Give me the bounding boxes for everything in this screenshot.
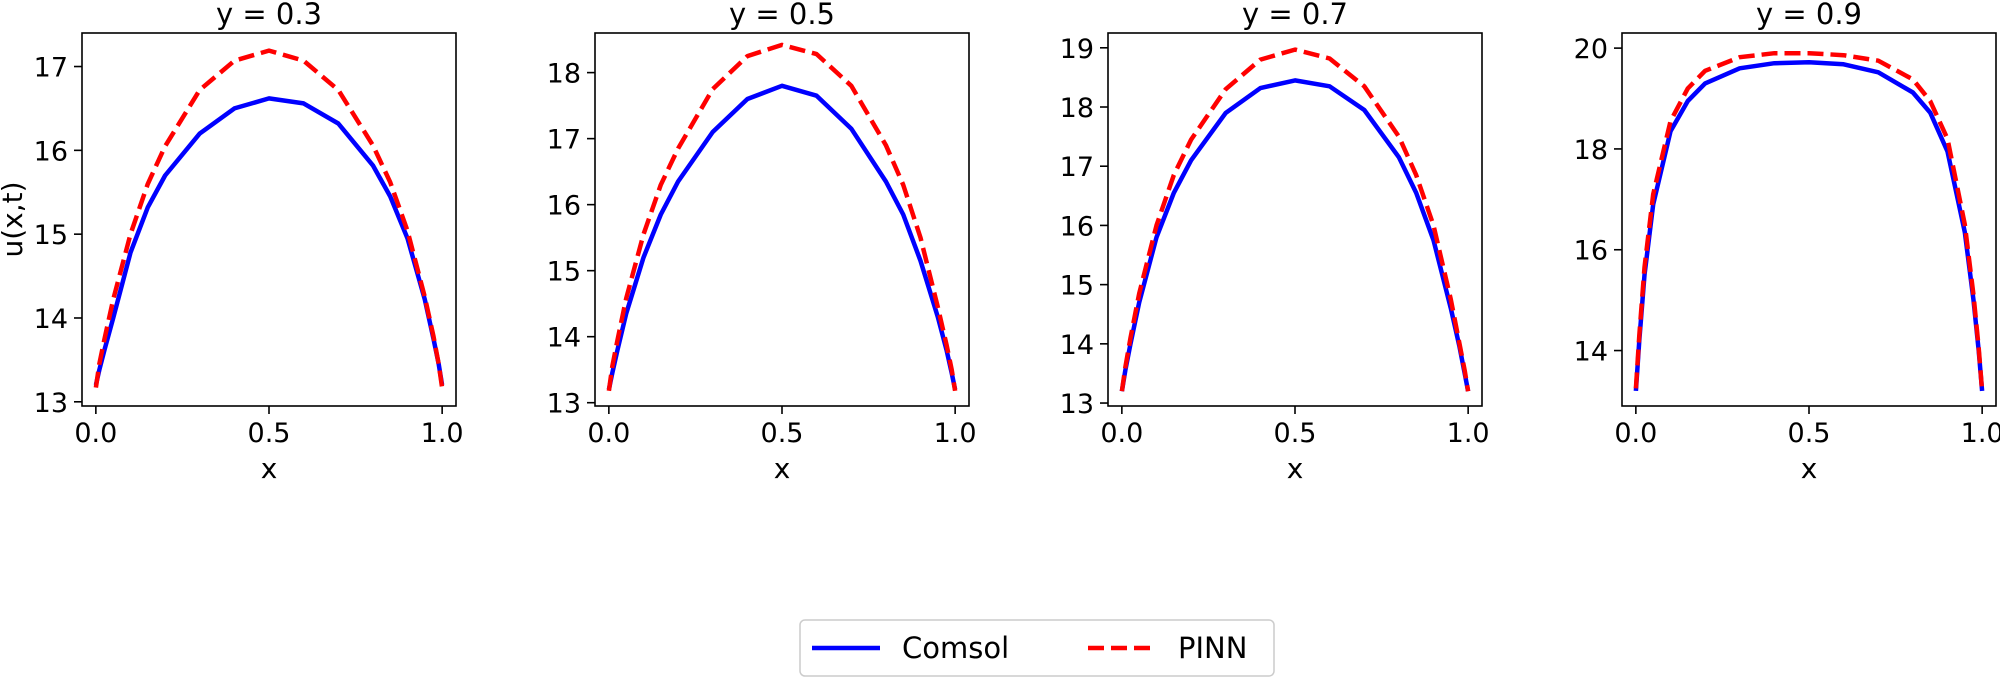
y-tick-label: 13 <box>547 389 581 420</box>
y-tick-label: 17 <box>547 125 581 156</box>
x-tick-label: 0.0 <box>1614 418 1657 449</box>
x-tick-label: 0.0 <box>74 418 117 449</box>
x-axis-label: x <box>261 452 278 485</box>
y-tick-label: 15 <box>1060 271 1094 302</box>
y-tick-label: 17 <box>34 53 68 84</box>
legend: Comsol PINN <box>799 619 1275 677</box>
y-tick-label: 14 <box>547 323 581 354</box>
x-axis-label: x <box>1287 452 1304 485</box>
legend-label-comsol: Comsol <box>902 631 1009 665</box>
series-line-pinn <box>1119 47 1471 392</box>
y-tick-label: 13 <box>1060 389 1094 420</box>
y-tick-label: 19 <box>1060 34 1094 65</box>
series-line-comsol <box>1633 59 1985 392</box>
y-tick-label: 18 <box>1574 135 1608 166</box>
y-tick-label: 14 <box>1060 330 1094 361</box>
y-tick-label: 16 <box>1574 236 1608 267</box>
subplot-title: y = 0.5 <box>729 0 835 31</box>
y-tick-label: 14 <box>1574 337 1608 368</box>
x-tick-label: 0.5 <box>1788 418 1831 449</box>
series-line-comsol <box>1119 78 1471 392</box>
y-tick-label: 16 <box>1060 211 1094 242</box>
y-tick-label: 15 <box>547 257 581 288</box>
axes-frame <box>1621 32 1997 407</box>
x-tick-label: 0.0 <box>587 418 630 449</box>
series-line-comsol <box>93 96 445 386</box>
legend-frame <box>799 619 1275 677</box>
series-line-pinn <box>93 48 445 388</box>
legend-label-pinn: PINN <box>1178 631 1247 665</box>
y-tick-label: 15 <box>34 220 68 251</box>
x-tick-label: 1.0 <box>1447 418 1490 449</box>
y-tick-label: 16 <box>547 191 581 222</box>
series-line-pinn <box>606 42 958 392</box>
y-tick-label: 18 <box>547 59 581 90</box>
y-tick-label: 18 <box>1060 93 1094 124</box>
subplot-panels: 0.0 0.5 1.0 13 14 15 16 17 y = 0.3 x u(x,t) 0.0 0.5 1… <box>0 0 2000 485</box>
subplot-1: 0.0 0.5 1.0 13 14 15 16 17 y = 0.3 x u(x,t) <box>0 0 464 485</box>
x-tick-label: 0.5 <box>1274 418 1317 449</box>
y-tick-label: 16 <box>34 136 68 167</box>
y-tick-label: 14 <box>34 304 68 335</box>
subplot-title: y = 0.7 <box>1242 0 1348 31</box>
subplot-title: y = 0.3 <box>216 0 322 31</box>
x-tick-label: 1.0 <box>421 418 464 449</box>
y-tick-label: 13 <box>34 388 68 419</box>
subplot-title: y = 0.9 <box>1756 0 1862 31</box>
x-tick-label: 0.5 <box>248 418 291 449</box>
x-tick-label: 0.0 <box>1100 418 1143 449</box>
y-tick-label: 20 <box>1574 34 1608 65</box>
subplot-3: 0.0 0.5 1.0 13 14 15 16 17 18 19 y = 0.7 x <box>1060 0 1490 485</box>
subplot-2: 0.0 0.5 1.0 13 14 15 16 17 18 y = 0.5 x <box>547 0 977 485</box>
x-axis-label: x <box>1801 452 1818 485</box>
x-axis-label: x <box>774 452 791 485</box>
y-axis-label: u(x,t) <box>0 181 29 257</box>
x-tick-label: 1.0 <box>1961 418 2000 449</box>
y-tick-label: 17 <box>1060 152 1094 183</box>
subplot-4: 0.0 0.5 1.0 14 16 18 20 y = 0.9 x <box>1574 0 2000 485</box>
series-line-comsol <box>606 83 958 390</box>
x-tick-label: 1.0 <box>934 418 977 449</box>
x-tick-label: 0.5 <box>761 418 804 449</box>
series-line-pinn <box>1633 50 1985 392</box>
